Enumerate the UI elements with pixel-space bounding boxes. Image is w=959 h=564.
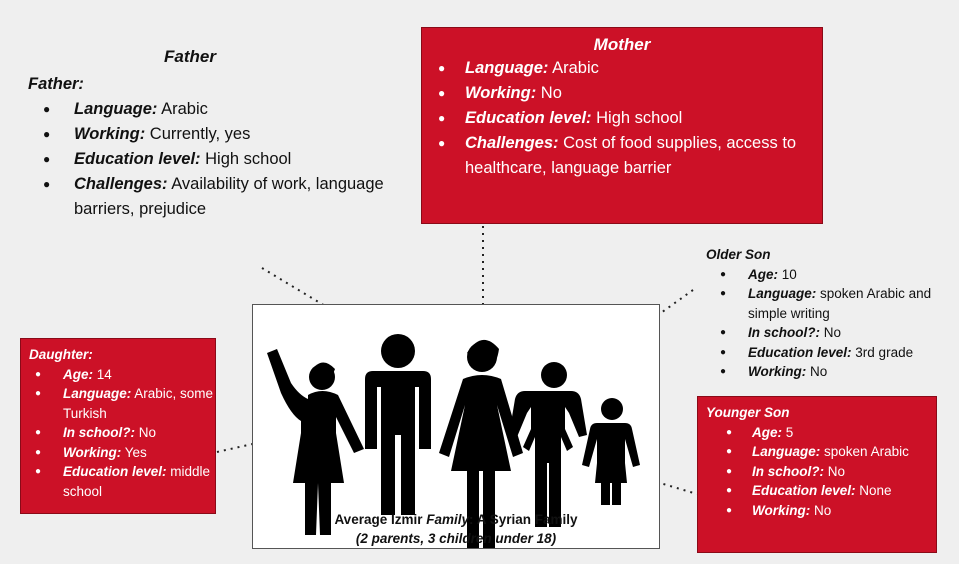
item-label: Working: [63,444,122,460]
item-value: None [859,483,892,498]
mother-figure [439,339,523,551]
younger-son-figure [582,398,640,505]
list-item: Working: Yes [29,443,215,463]
caption-line-2: (2 parents, 3 children under 18) [355,531,557,546]
younger-son-list: Age: 5 Language: spoken Arabic In school… [706,423,936,521]
item-label: In school?: [63,425,135,440]
list-item: Age: 10 [706,265,936,285]
list-item: Language: spoken Arabic [706,442,936,462]
list-item: Language: Arabic, some Turkish [29,384,215,423]
daughter-list: Age: 14 Language: Arabic, some Turkish I… [29,365,215,502]
item-value: High school [205,150,292,168]
item-value: Arabic [161,100,208,118]
item-value: Availability of work, language barriers,… [74,175,384,218]
item-value: 5 [785,424,794,440]
item-label: Challenges: [74,175,168,193]
list-item: Education level: None [706,481,936,501]
father-details: Father: Language: Arabic Working: Curren… [28,72,388,222]
item-label: Age: [63,366,93,382]
mother-box: Mother Language: Arabic Working: No Educ… [421,27,823,224]
item-value: No [814,502,832,518]
item-label: In school?: [752,463,824,479]
older-son-list: Age: 10 Language: spoken Arabic and simp… [706,265,936,382]
item-label: Language: [752,444,821,459]
item-value: 3rd grade [855,344,914,360]
list-item: Education level: 3rd grade [706,343,936,363]
item-value: No [823,325,842,340]
mother-heading: Mother [593,35,651,54]
list-item: Education level: High school [28,147,388,172]
father-subheading: Father: [28,75,84,93]
item-label: Working: [74,125,146,143]
caption-suffix: : A Syrian Family [469,512,578,527]
item-label: Education level: [63,464,167,479]
item-label: In school?: [748,325,820,340]
list-item: Language: Arabic [422,56,822,81]
father-figure [365,334,431,515]
item-label: Education level: [748,344,852,360]
list-item: Challenges: Cost of food supplies, acces… [422,131,822,181]
item-value: No [138,425,157,440]
list-item: Challenges: Availability of work, langua… [28,172,388,222]
list-item: Working: Currently, yes [28,122,388,147]
list-item: In school?: No [706,323,936,343]
item-label: Language: [465,59,549,77]
family-illustration [252,304,660,551]
younger-son-heading: Younger Son [706,405,790,420]
item-label: Language: [74,100,158,118]
list-item: Education level: High school [422,106,822,131]
item-value: No [540,84,562,102]
list-item: Working: No [706,501,936,521]
list-item: In school?: No [29,423,215,443]
item-label: Working: [752,502,811,518]
daughter-box: Daughter: Age: 14 Language: Arabic, some… [20,338,216,514]
mother-list: Language: Arabic Working: No Education l… [422,56,822,181]
item-value: Arabic, some Turkish [63,386,214,421]
item-label: Age: [752,424,782,440]
item-label: Working: [465,84,537,102]
father-heading: Father [164,47,216,66]
father-list: Language: Arabic Working: Currently, yes… [28,97,388,222]
item-label: Education level: [752,483,856,498]
item-label: Working: [748,364,807,379]
older-son-details: Older Son Age: 10 Language: spoken Arabi… [706,245,936,382]
item-label: Education level: [465,109,592,127]
item-value: 10 [781,266,797,282]
older-son-heading: Older Son [706,247,771,262]
item-value: 14 [96,366,112,382]
list-item: In school?: No [706,462,936,482]
item-label: Challenges: [465,134,559,152]
list-item: Age: 5 [706,423,936,443]
list-item: Language: spoken Arabic and simple writi… [706,284,936,323]
item-label: Language: [63,386,132,401]
item-value: No [810,364,828,379]
item-value: High school [596,109,683,127]
list-item: Working: No [706,362,936,382]
item-value: spoken Arabic [824,444,909,459]
older-son-figure [509,362,587,527]
item-value: Arabic [552,59,599,77]
list-item: Age: 14 [29,365,215,385]
daughter-figure [267,349,364,535]
list-item: Working: No [422,81,822,106]
list-item: Education level: middle school [29,462,215,501]
family-caption: Average Izmir Family: A Syrian Family (2… [252,510,660,548]
item-value: Currently, yes [149,125,251,143]
list-item: Language: Arabic [28,97,388,122]
daughter-heading: Daughter: [29,347,93,362]
family-figures [267,334,640,551]
item-value: middle school [63,464,211,499]
caption-line-1: Average Izmir Family: A Syrian Family [252,510,660,529]
item-label: Language: [748,286,817,301]
younger-son-box: Younger Son Age: 5 Language: spoken Arab… [697,396,937,553]
item-value: Cost of food supplies, access to healthc… [465,134,797,177]
item-value: Yes [124,444,147,460]
item-label: Education level: [74,150,201,168]
caption-italic: Family [426,512,470,527]
item-value: No [827,463,846,479]
item-label: Age: [748,266,778,282]
item-value: spoken Arabic and simple writing [748,286,932,321]
caption-prefix: Average Izmir [334,512,427,527]
